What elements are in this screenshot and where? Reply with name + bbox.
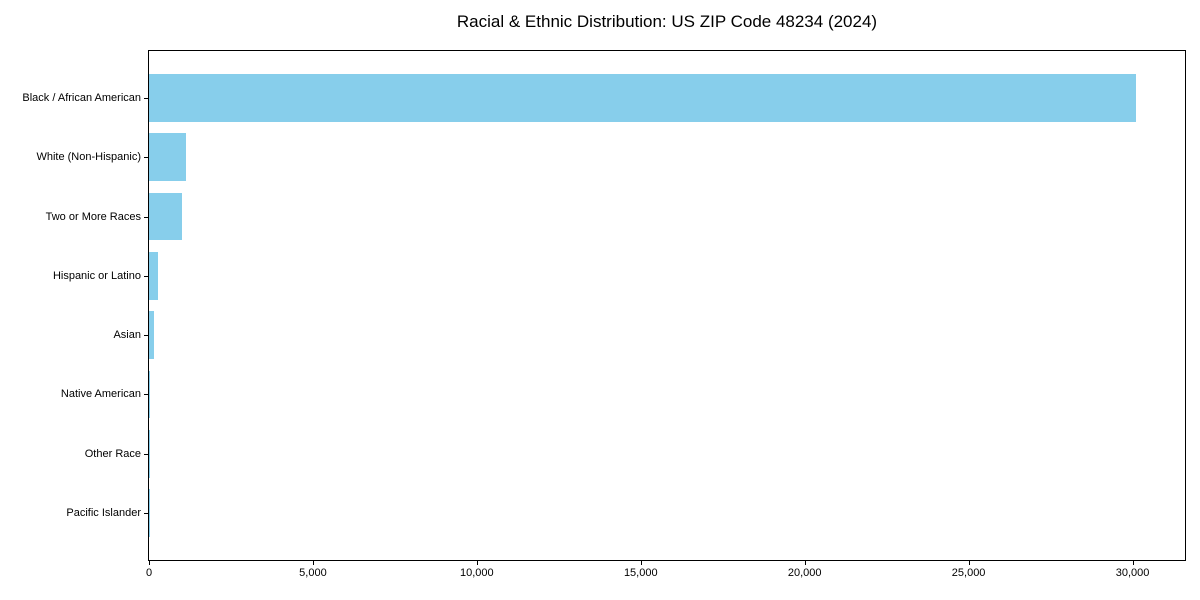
y-tick-label-pacific-islander: Pacific Islander [66,507,141,520]
y-tick-label-two-or-more-races: Two or More Races [45,210,141,223]
x-tick-mark [1132,561,1134,565]
x-tick-label-10000: 10,000 [460,567,494,579]
bar-hispanic-or-latino [149,252,158,300]
bar-two-or-more-races [149,192,182,241]
y-tick-mark [144,216,148,218]
x-tick-mark [476,561,478,565]
y-tick-label-asian: Asian [113,329,141,342]
x-tick-label-30000: 30,000 [1115,567,1150,579]
chart-title: Racial & Ethnic Distribution: US ZIP Cod… [456,12,878,31]
plot-area [148,50,1186,561]
y-tick-label-other-race: Other Race [84,447,141,460]
bar-native-american [149,370,151,419]
y-tick-mark [144,513,148,515]
y-tick-mark [144,97,148,99]
y-tick-label-white-non-hispanic: White (Non-Hispanic) [36,151,141,164]
bar-white-non-hispanic [149,133,186,181]
x-tick-mark [968,561,970,565]
y-tick-mark [144,335,148,337]
x-tick-mark [149,561,150,565]
bar-asian [149,311,154,359]
bar-other-race [149,430,150,478]
y-tick-mark [144,394,148,396]
x-tick-mark [804,561,806,565]
x-tick-label-25000: 25,000 [951,567,986,579]
y-tick-mark [144,275,148,277]
y-tick-mark [144,157,148,159]
x-tick-label-20000: 20,000 [787,567,822,579]
x-tick-mark [312,561,314,565]
x-tick-label-0: 0 [145,567,153,579]
y-tick-label-native-american: Native American [60,388,141,401]
x-tick-label-15000: 15,000 [623,567,658,579]
x-tick-mark [640,561,642,565]
bar-black-african-american [149,74,1136,122]
y-tick-label-black-african-american: Black / African American [22,91,141,104]
y-tick-label-hispanic-or-latino: Hispanic or Latino [52,269,141,282]
x-tick-label-5000: 5,000 [299,567,327,579]
y-tick-mark [144,453,148,455]
